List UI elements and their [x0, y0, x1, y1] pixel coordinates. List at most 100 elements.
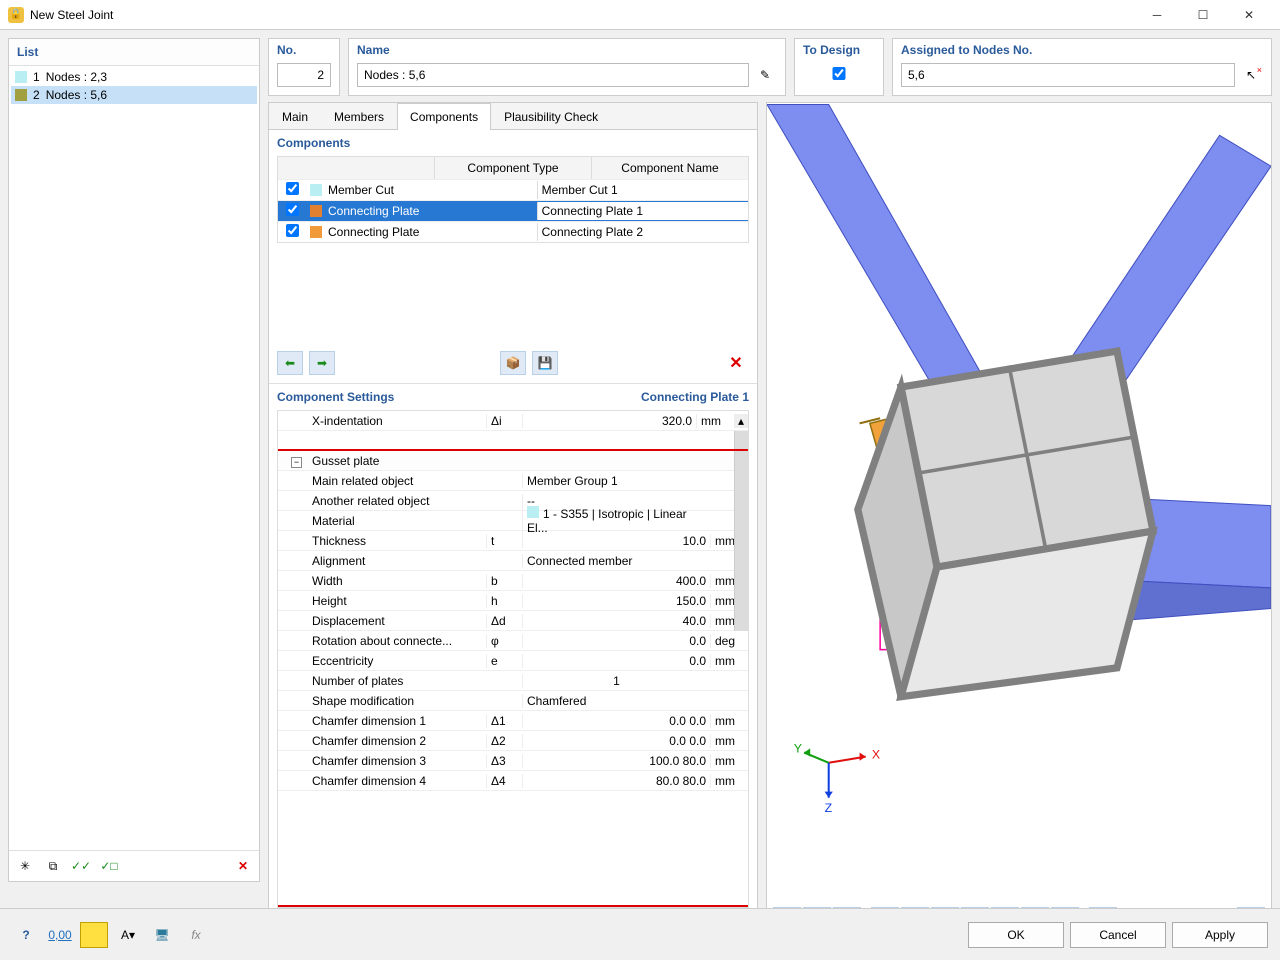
prop-name: Rotation about connecte... [310, 634, 486, 648]
prop-name: Chamfer dimension 2 [310, 734, 486, 748]
list-item[interactable]: 2 Nodes : 5,6 [11, 86, 257, 104]
todesign-field: To Design [794, 38, 884, 96]
prop-value: Connected member [522, 554, 710, 568]
todesign-checkbox[interactable] [803, 67, 875, 80]
swatch-icon [310, 205, 322, 217]
list-header: List [9, 39, 259, 66]
uncheck-all-icon[interactable]: ✓□ [97, 855, 121, 877]
settings-subtitle: Connecting Plate 1 [641, 390, 749, 404]
component-type: Connecting Plate [328, 204, 419, 218]
prop-row[interactable]: Chamfer dimension 1 Δ1 0.0 0.0 mm [278, 711, 748, 731]
help-icon[interactable]: ? [12, 922, 40, 948]
component-row[interactable]: Connecting Plate Connecting Plate 2 [278, 221, 748, 242]
component-row[interactable]: Member Cut Member Cut 1 [278, 179, 748, 200]
tab-main[interactable]: Main [269, 103, 321, 130]
prop-row[interactable]: Number of plates 1 [278, 671, 748, 691]
swatch-icon [310, 226, 322, 238]
navcube[interactable] [766, 113, 1261, 940]
name-input[interactable] [357, 63, 749, 87]
prop-row[interactable]: Width b 400.0 mm [278, 571, 748, 591]
close-button[interactable]: ✕ [1226, 0, 1272, 30]
scrollbar[interactable] [734, 431, 748, 631]
prop-name: Number of plates [310, 674, 486, 688]
prop-value: 0.0 [522, 634, 710, 648]
prop-row[interactable]: Alignment Connected member [278, 551, 748, 571]
list-item-num: 2 [33, 88, 40, 102]
ok-button[interactable]: OK [968, 922, 1064, 948]
fx-icon[interactable]: fx [182, 922, 210, 948]
row-checkbox[interactable] [286, 224, 299, 237]
font-icon[interactable]: A▾ [114, 922, 142, 948]
delete-icon[interactable]: ✕ [231, 855, 255, 877]
prop-name: Height [310, 594, 486, 608]
move-up-icon[interactable]: ⬅ [277, 351, 303, 375]
prop-unit: mm [710, 734, 748, 748]
move-down-icon[interactable]: ➡ [309, 351, 335, 375]
duplicate-icon[interactable]: ⧉ [41, 855, 65, 877]
delete-component-icon[interactable]: ✕ [723, 351, 749, 375]
prop-row[interactable]: Chamfer dimension 3 Δ3 100.0 80.0 mm [278, 751, 748, 771]
prop-symbol: t [486, 534, 522, 548]
new-item-icon[interactable]: ✳ [13, 855, 37, 877]
prop-row[interactable]: Rotation about connecte... φ 0.0 deg [278, 631, 748, 651]
components-table: Component Type Component Name Member Cut… [277, 156, 749, 243]
prop-group[interactable]: − Gusset plate [278, 451, 748, 471]
no-label: No. [277, 43, 331, 57]
prop-value: 0.0 0.0 [522, 734, 710, 748]
screen-icon[interactable]: 🖥 [148, 922, 176, 948]
row-checkbox[interactable] [286, 203, 299, 216]
prop-value: 100.0 80.0 [522, 754, 710, 768]
cancel-button[interactable]: Cancel [1070, 922, 1166, 948]
prop-value: 80.0 80.0 [522, 774, 710, 788]
prop-row[interactable]: Main related object Member Group 1 [278, 471, 748, 491]
component-name: Connecting Plate 1 [537, 202, 748, 220]
tab-components[interactable]: Components [397, 103, 491, 130]
pick-nodes-icon[interactable]: ↖× [1239, 64, 1263, 86]
prop-row[interactable]: Chamfer dimension 2 Δ2 0.0 0.0 mm [278, 731, 748, 751]
bottom-bar: ? 0,00 A▾ 🖥 fx OK Cancel Apply [0, 908, 1280, 960]
minimize-button[interactable]: ─ [1134, 0, 1180, 30]
color-icon[interactable] [80, 922, 108, 948]
library-icon[interactable]: 📦 [500, 351, 526, 375]
titlebar: 🔒 New Steel Joint ─ ☐ ✕ [0, 0, 1280, 30]
prop-row[interactable]: Thickness t 10.0 mm [278, 531, 748, 551]
viewport[interactable]: X Y Z ⬚ ✛ 👁 ↗X ↗Y ↗Z ↗-Z ▦ [766, 102, 1272, 940]
prop-unit: deg [710, 634, 748, 648]
collapse-icon[interactable]: − [291, 457, 302, 468]
prop-row[interactable]: Height h 150.0 mm [278, 591, 748, 611]
edit-name-icon[interactable]: ✎ [753, 64, 777, 86]
prop-row[interactable]: Shape modification Chamfered [278, 691, 748, 711]
todesign-label: To Design [803, 43, 875, 57]
prop-unit: mm [710, 754, 748, 768]
prop-name: Chamfer dimension 3 [310, 754, 486, 768]
scroll-up-icon[interactable]: ▴ [734, 414, 748, 428]
prop-row[interactable]: Material 1 - S355 | Isotropic | Linear E… [278, 511, 748, 531]
prop-row[interactable]: Chamfer dimension 4 Δ4 80.0 80.0 mm [278, 771, 748, 791]
col-type: Component Type [434, 157, 591, 179]
row-checkbox[interactable] [286, 182, 299, 195]
swatch-icon [310, 184, 322, 196]
tab-plausibility-check[interactable]: Plausibility Check [491, 103, 611, 130]
save-icon[interactable]: 💾 [532, 351, 558, 375]
component-type: Member Cut [328, 183, 394, 197]
component-name: Member Cut 1 [537, 181, 748, 199]
maximize-button[interactable]: ☐ [1180, 0, 1226, 30]
components-header: Components [269, 130, 757, 156]
prop-row[interactable]: Displacement Δd 40.0 mm [278, 611, 748, 631]
window-title: New Steel Joint [30, 8, 113, 22]
prop-row[interactable]: Eccentricity e 0.0 mm [278, 651, 748, 671]
assigned-input[interactable] [901, 63, 1235, 87]
apply-button[interactable]: Apply [1172, 922, 1268, 948]
component-name: Connecting Plate 2 [537, 223, 748, 241]
prop-unit: mm [710, 774, 748, 788]
prop-value: 1 - S355 | Isotropic | Linear El... [522, 506, 710, 535]
prop-row[interactable]: X-indentation Δi 320.0 mm ▴ [278, 411, 748, 431]
component-row[interactable]: Connecting Plate Connecting Plate 1 [278, 200, 748, 221]
list-item[interactable]: 1 Nodes : 2,3 [11, 68, 257, 86]
prop-symbol: Δ4 [486, 774, 522, 788]
prop-name: Another related object [310, 494, 486, 508]
check-all-icon[interactable]: ✓✓ [69, 855, 93, 877]
tab-members[interactable]: Members [321, 103, 397, 130]
units-icon[interactable]: 0,00 [46, 922, 74, 948]
prop-value: Chamfered [522, 694, 710, 708]
